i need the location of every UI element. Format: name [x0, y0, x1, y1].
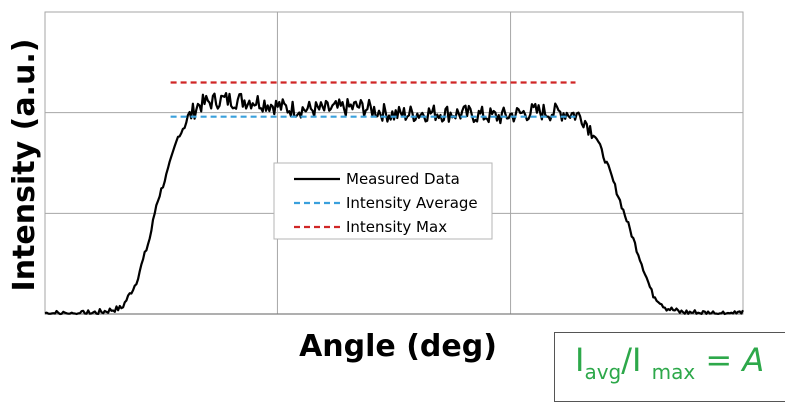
formula-slash: /I — [621, 341, 642, 379]
series-line-measured-data — [44, 92, 744, 316]
legend-label: Measured Data — [346, 170, 460, 188]
formula-sub-avg: avg — [584, 360, 622, 384]
legend-box — [273, 162, 493, 240]
formula-var: A — [742, 341, 765, 379]
legend: Measured Data Intensity Average Intensity … — [273, 162, 493, 240]
x-axis-label: Angle (deg) — [299, 329, 497, 364]
plot-lines — [44, 81, 744, 316]
formula-i: I — [575, 341, 585, 379]
legend-label: Intensity Average — [346, 194, 478, 212]
formula-equals: = — [705, 341, 743, 379]
legend-label: Intensity Max — [346, 218, 447, 236]
y-axis-label: Intensity (a.u.) — [7, 39, 42, 292]
formula-sub-max: max — [651, 360, 696, 384]
formula: Iavg/I max = A — [575, 341, 764, 384]
chart-svg: Measured Data Intensity Average Intensity … — [7, 11, 744, 364]
